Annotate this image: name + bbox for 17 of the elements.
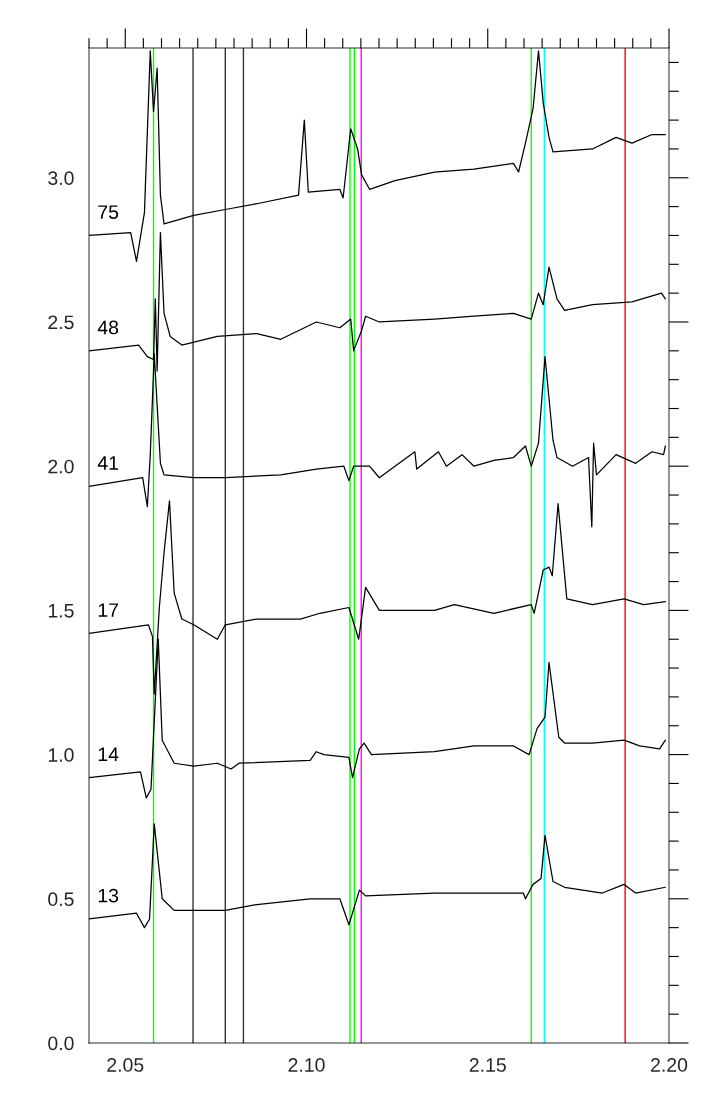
series-label: 48 (97, 320, 119, 335)
y-tick-label: 1.0 (48, 748, 74, 762)
series-label: 75 (98, 205, 119, 219)
x-tick-label: 2.20 (651, 1058, 688, 1072)
x-tick-label: 2.05 (107, 1058, 144, 1072)
series-label: 14 (98, 747, 119, 761)
y-tick-label: 1.5 (48, 604, 74, 618)
y-tick-label: 0.0 (48, 1036, 74, 1051)
y-tick-label: 2.0 (48, 459, 74, 474)
x-tick-label: 2.15 (469, 1058, 506, 1072)
series-label: 13 (98, 888, 119, 903)
series-label: 17 (98, 603, 118, 617)
y-tick-label: 0.5 (48, 892, 74, 907)
series-label: 41 (97, 456, 119, 470)
y-tick-label: 2.5 (48, 315, 74, 330)
x-tick-label: 2.10 (288, 1058, 325, 1072)
y-tick-label: 3.0 (48, 171, 74, 186)
